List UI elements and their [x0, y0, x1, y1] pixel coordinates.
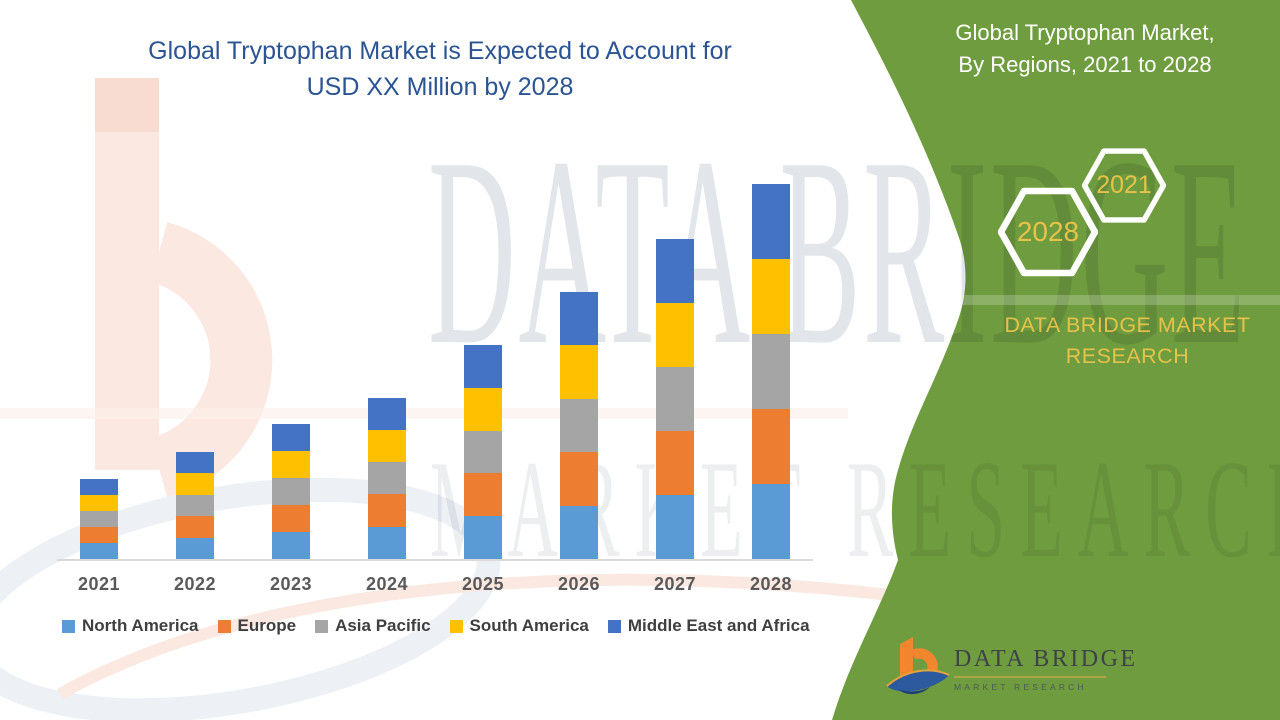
legend-swatch-icon	[62, 619, 75, 633]
legend-item-asia-pacific: Asia Pacific	[315, 616, 431, 636]
logo-name-text: DATA BRIDGE	[954, 646, 1138, 672]
hexagon-2028: 2028	[998, 186, 1098, 278]
legend-item-europe: Europe	[217, 616, 297, 636]
hexagon-2028-label: 2028	[1016, 216, 1080, 247]
legend-label: Europe	[237, 616, 297, 635]
brand-wordmark: DATA BRIDGE MARKET RESEARCH	[970, 310, 1280, 372]
chart-legend: North America Europe Asia Pacific South Ame…	[62, 616, 810, 636]
watermark-swoosh-line	[57, 573, 1011, 700]
legend-label: Asia Pacific	[335, 616, 431, 635]
legend-item-middle-east-and-africa: Middle East and Africa	[607, 616, 810, 636]
side-panel-title-line2: By Regions, 2021 to 2028	[958, 52, 1212, 77]
logo-underline	[954, 676, 1106, 678]
legend-label: Middle East and Africa	[627, 616, 810, 635]
hexagon-2021: 2021	[1082, 148, 1166, 223]
legend-swatch-icon	[607, 619, 621, 633]
brand-wordmark-line1: DATA BRIDGE MARKET	[1004, 313, 1251, 337]
watermark-stripe-green	[952, 295, 1280, 305]
logo-text-block: DATA BRIDGE MARKET RESEARCH	[954, 646, 1138, 692]
hexagon-outline-icon	[998, 187, 1098, 277]
hexagon-outline-icon	[1082, 148, 1166, 223]
brand-wordmark-line2: RESEARCH	[1065, 344, 1190, 368]
watermark-b-bowl	[149, 222, 273, 498]
watermark-stripe	[0, 408, 848, 419]
side-panel-title: Global Tryptophan Market, By Regions, 20…	[885, 17, 1280, 81]
watermark-b-stem	[95, 78, 159, 470]
side-panel-title-line1: Global Tryptophan Market,	[955, 20, 1215, 45]
side-panel-shape	[832, 0, 1280, 720]
chart-title-line2: USD XX Million by 2028	[306, 73, 574, 101]
legend-item-south-america: South America	[449, 616, 589, 636]
databridge-logo: DATA BRIDGE MARKET RESEARCH	[886, 634, 1138, 700]
chart-title: Global Tryptophan Market is Expected to …	[60, 33, 820, 105]
legend-swatch-icon	[217, 619, 231, 633]
data-bridge-b-icon	[886, 637, 950, 695]
legend-item-north-america: North America	[62, 616, 199, 636]
legend-swatch-icon	[449, 619, 463, 633]
legend-label: South America	[469, 616, 589, 635]
logo-subtext: MARKET RESEARCH	[954, 682, 1087, 692]
chart-title-line1: Global Tryptophan Market is Expected to …	[148, 37, 732, 65]
legend-swatch-icon	[315, 619, 329, 633]
hexagon-2021-label: 2021	[1096, 171, 1152, 199]
legend-label: North America	[82, 616, 199, 635]
watermark-b-stem-cap	[95, 78, 159, 132]
